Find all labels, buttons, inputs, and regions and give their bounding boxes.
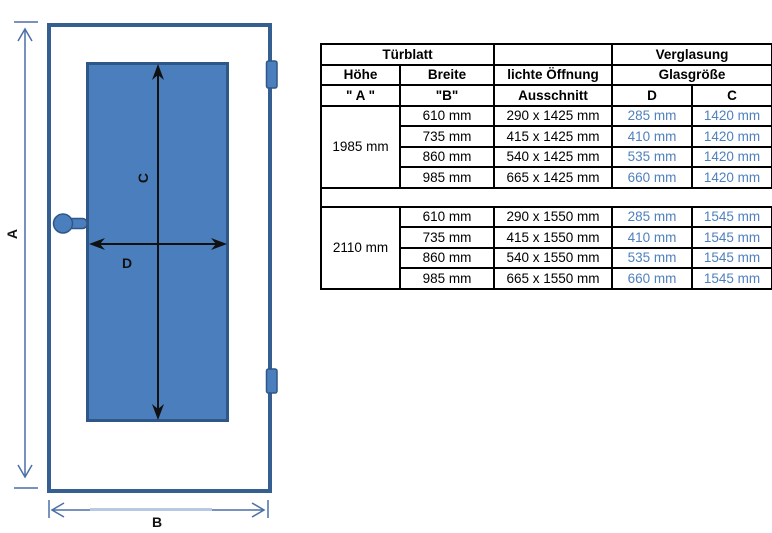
- spacer-cell: [320, 187, 772, 207]
- breite-cell: 985 mm: [399, 267, 495, 290]
- header-d: D: [611, 84, 693, 107]
- header-row-group: Türblatt Verglasung: [320, 43, 772, 66]
- breite-cell: 860 mm: [399, 145, 495, 168]
- ausschnitt-cell: 665 x 1425 mm: [493, 166, 613, 189]
- header-empty: [493, 43, 613, 66]
- breite-cell: 735 mm: [399, 226, 495, 249]
- glass-d-cell: 660 mm: [611, 166, 693, 189]
- ausschnitt-cell: 415 x 1425 mm: [493, 125, 613, 148]
- ausschnitt-cell: 290 x 1425 mm: [493, 104, 613, 127]
- dim-label-b: B: [151, 514, 163, 530]
- glass-c-cell: 1545 mm: [691, 246, 772, 269]
- glass-d-cell: 285 mm: [611, 104, 693, 127]
- glass-d-cell: 660 mm: [611, 267, 693, 290]
- glass-c-cell: 1420 mm: [691, 104, 772, 127]
- size-table: Türblatt Verglasung Höhe Breite lichte Ö…: [320, 43, 772, 290]
- glass-c-cell: 1545 mm: [691, 226, 772, 249]
- glass-c-cell: 1420 mm: [691, 125, 772, 148]
- door-diagram: A B C D: [0, 0, 320, 533]
- header-hoehe: Höhe: [320, 63, 401, 86]
- table-row: 1985 mm 610 mm 290 x 1425 mm 285 mm 1420…: [320, 104, 772, 189]
- hoehe-cell: 2110 mm: [320, 205, 401, 290]
- header-c: C: [691, 84, 772, 107]
- header-b: "B": [399, 84, 495, 107]
- ausschnitt-cell: 290 x 1550 mm: [493, 205, 613, 228]
- header-row-letters: " A " "B" Ausschnitt D C: [320, 84, 772, 107]
- header-verglasung: Verglasung: [611, 43, 772, 66]
- ausschnitt-cell: 540 x 1425 mm: [493, 145, 613, 168]
- glass-c-cell: 1420 mm: [691, 145, 772, 168]
- hoehe-cell: 1985 mm: [320, 104, 401, 189]
- breite-cell: 985 mm: [399, 166, 495, 189]
- dim-label-c: C: [135, 172, 151, 184]
- glass-panel: [86, 62, 229, 422]
- table-row: 985 mm 665 x 1425 mm 660 mm 1420 mm: [321, 166, 772, 189]
- header-row-labels: Höhe Breite lichte Öffnung Glasgröße: [320, 63, 772, 86]
- glass-d-cell: 410 mm: [611, 125, 693, 148]
- header-glasgroesse: Glasgröße: [611, 63, 772, 86]
- breite-cell: 735 mm: [399, 125, 495, 148]
- dim-label-a: A: [4, 228, 20, 240]
- glass-d-cell: 410 mm: [611, 226, 693, 249]
- header-breite: Breite: [399, 63, 495, 86]
- table-row: 985 mm 665 x 1550 mm 660 mm 1545 mm: [321, 267, 772, 290]
- breite-cell: 860 mm: [399, 246, 495, 269]
- table-row: 860 mm 540 x 1425 mm 535 mm 1420 mm: [321, 145, 772, 168]
- ausschnitt-cell: 665 x 1550 mm: [493, 267, 613, 290]
- spacer-row: [320, 187, 772, 207]
- glass-d-cell: 285 mm: [611, 205, 693, 228]
- glass-c-cell: 1545 mm: [691, 267, 772, 290]
- breite-cell: 610 mm: [399, 205, 495, 228]
- header-a: " A ": [320, 84, 401, 107]
- ausschnitt-cell: 415 x 1550 mm: [493, 226, 613, 249]
- glass-d-cell: 535 mm: [611, 145, 693, 168]
- glass-c-cell: 1545 mm: [691, 205, 772, 228]
- glass-d-cell: 535 mm: [611, 246, 693, 269]
- header-tuerblatt: Türblatt: [320, 43, 495, 66]
- ausschnitt-cell: 540 x 1550 mm: [493, 246, 613, 269]
- header-lichte-oeffnung: lichte Öffnung: [493, 63, 613, 86]
- header-ausschnitt: Ausschnitt: [493, 84, 613, 107]
- table-row: 2110 mm 610 mm 290 x 1550 mm 285 mm 1545…: [320, 205, 772, 290]
- glass-c-cell: 1420 mm: [691, 166, 772, 189]
- dim-label-d: D: [121, 255, 133, 271]
- dimension-a-arrow: [14, 21, 38, 489]
- breite-cell: 610 mm: [399, 104, 495, 127]
